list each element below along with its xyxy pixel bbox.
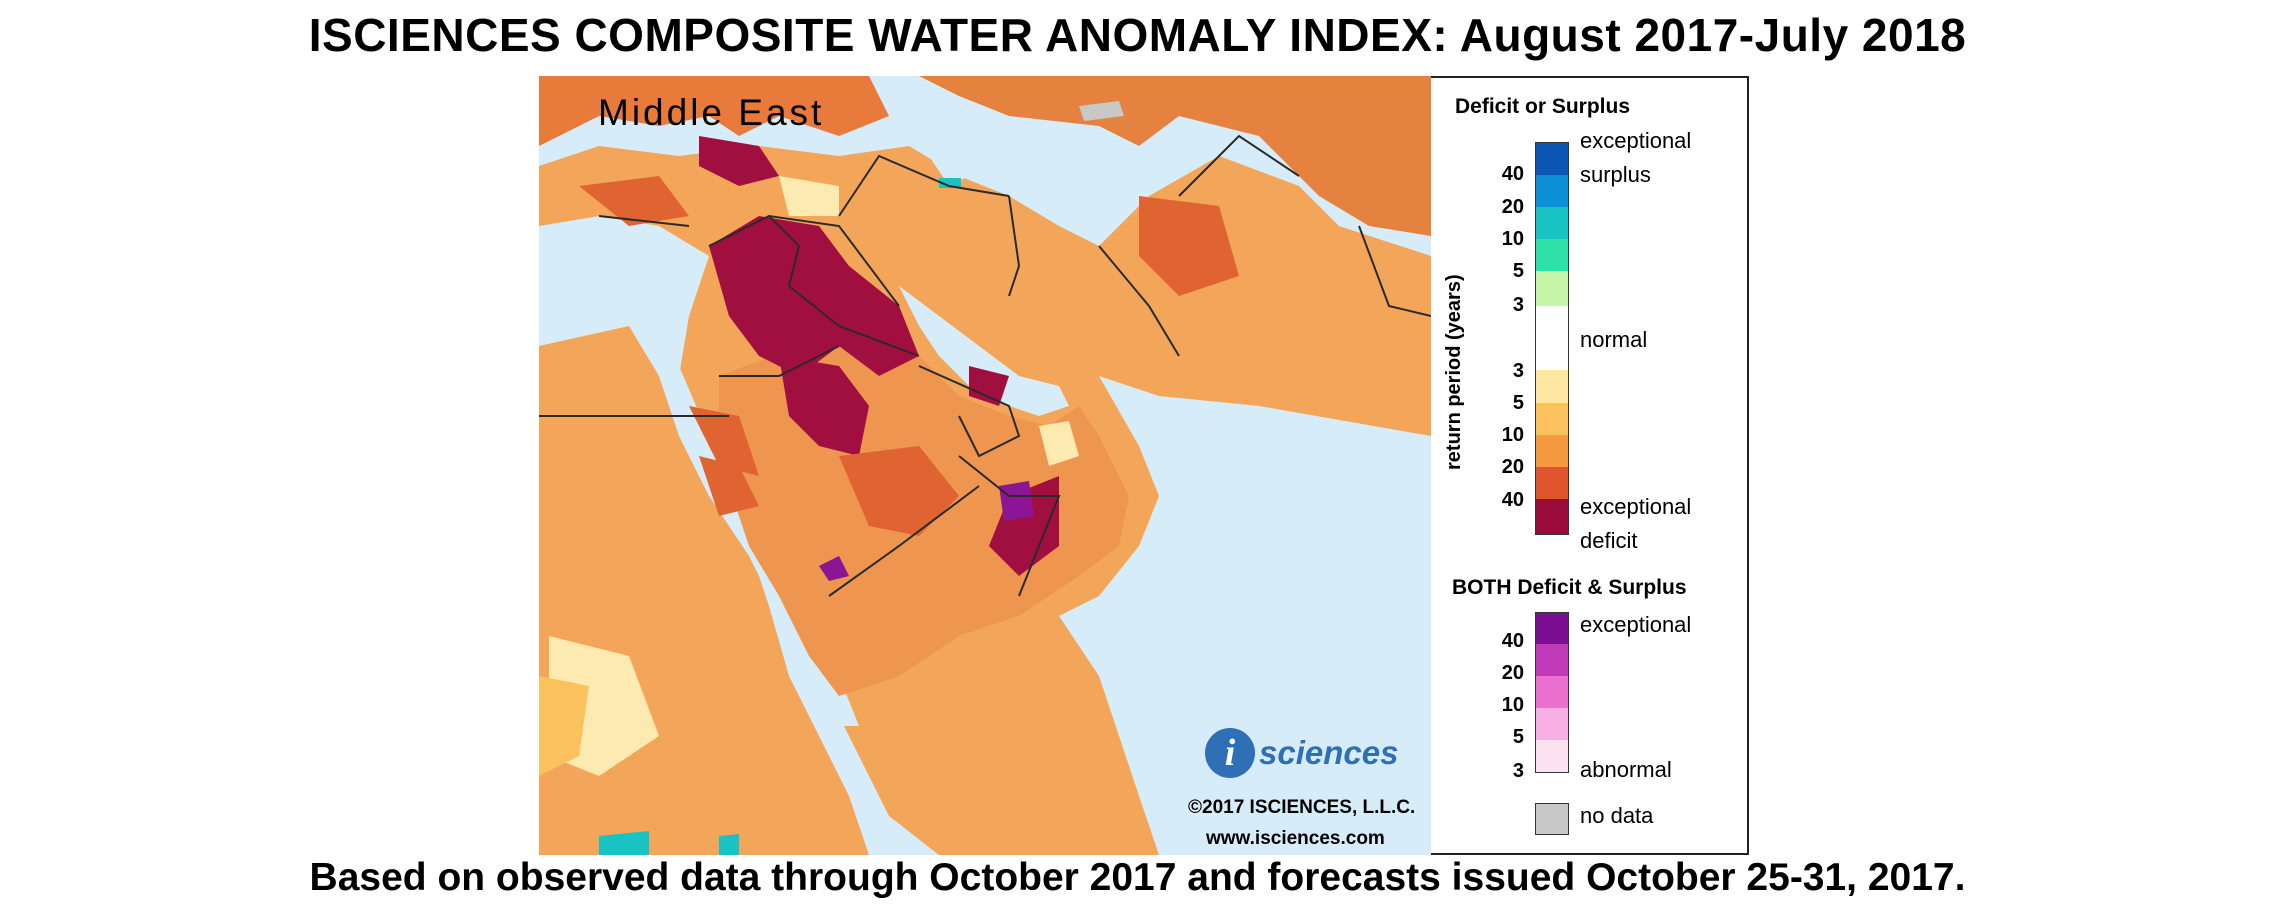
legend-heading-deficit-surplus: Deficit or Surplus <box>1455 95 1631 118</box>
isciences-logo: i sciences <box>1205 728 1398 778</box>
anomaly-map <box>539 76 1431 855</box>
legend-heading-both: BOTH Deficit & Surplus <box>1452 576 1687 599</box>
swatch-both-3 <box>1535 740 1569 773</box>
legend-axis-label: return period (years) <box>1443 274 1465 470</box>
logo-text: sciences <box>1259 734 1399 771</box>
tick-both-10: 10 <box>1501 694 1524 716</box>
swatch-surplus-20 <box>1535 175 1569 207</box>
swatch-both-5 <box>1535 708 1569 740</box>
label-exceptional-surplus-2: surplus <box>1580 162 1651 187</box>
tick-both-5: 5 <box>1512 726 1524 748</box>
tick-deficit-5: 5 <box>1512 392 1524 414</box>
swatch-deficit-3 <box>1535 370 1569 403</box>
label-both-exceptional: exceptional <box>1580 612 1692 637</box>
swatch-deficit-10 <box>1535 435 1569 467</box>
swatch-surplus-10 <box>1535 207 1569 239</box>
tick-both-20: 20 <box>1501 662 1524 684</box>
swatch-both-10 <box>1535 676 1569 708</box>
tick-deficit-10: 10 <box>1501 424 1524 446</box>
swatch-deficit-5 <box>1535 403 1569 435</box>
footer-note: Based on observed data through October 2… <box>309 856 1966 899</box>
tick-surplus-3: 3 <box>1512 294 1524 316</box>
copyright-text: ©2017 ISCIENCES, L.L.C. <box>1188 797 1416 818</box>
label-exceptional-deficit-2: deficit <box>1580 528 1638 553</box>
swatch-normal <box>1535 306 1569 370</box>
label-no-data: no data <box>1580 803 1654 828</box>
tick-both-40: 40 <box>1501 630 1524 652</box>
swatch-surplus-40 <box>1535 142 1569 175</box>
tick-surplus-5: 5 <box>1512 260 1524 282</box>
map-title: ISCIENCES COMPOSITE WATER ANOMALY INDEX:… <box>308 9 1967 61</box>
website-link[interactable]: www.isciences.com <box>1206 828 1385 849</box>
swatch-deficit-20 <box>1535 467 1569 499</box>
swatch-deficit-40 <box>1535 499 1569 535</box>
tick-surplus-20: 20 <box>1501 196 1524 218</box>
label-exceptional-deficit-1: exceptional <box>1580 494 1692 519</box>
tick-surplus-10: 10 <box>1501 228 1524 250</box>
label-exceptional-surplus-1: exceptional <box>1580 128 1692 153</box>
tick-surplus-40: 40 <box>1501 163 1524 185</box>
tick-both-3: 3 <box>1512 760 1524 782</box>
logo-mark: i <box>1205 728 1255 778</box>
swatch-surplus-5 <box>1535 239 1569 271</box>
label-both-abnormal: abnormal <box>1580 757 1672 782</box>
tick-deficit-20: 20 <box>1501 456 1524 478</box>
swatch-both-40 <box>1535 612 1569 644</box>
label-normal: normal <box>1580 327 1648 352</box>
tick-deficit-40: 40 <box>1501 489 1524 511</box>
swatch-no-data <box>1535 803 1569 835</box>
swatch-both-20 <box>1535 644 1569 676</box>
swatch-surplus-3 <box>1535 271 1569 306</box>
region-label: Middle East <box>598 92 825 133</box>
tick-deficit-3: 3 <box>1512 360 1524 382</box>
